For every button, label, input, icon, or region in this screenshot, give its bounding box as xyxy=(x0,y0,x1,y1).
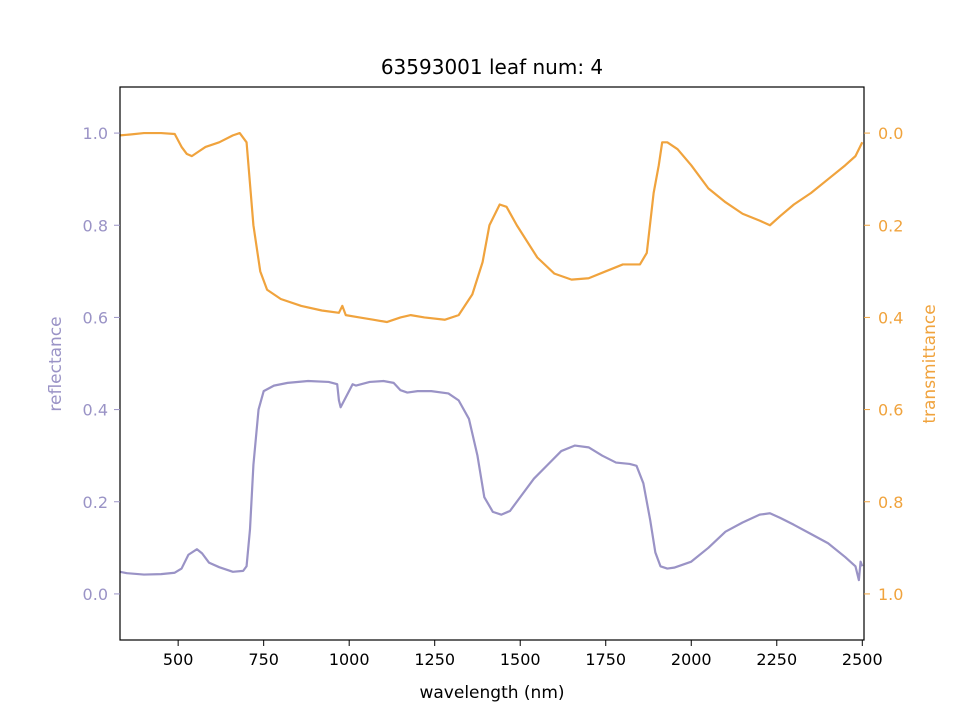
x-tick-label: 1750 xyxy=(585,650,626,669)
left-y-tick-label: 0.6 xyxy=(83,308,108,327)
transmittance-series-line xyxy=(119,131,864,324)
x-tick-label: 1250 xyxy=(414,650,455,669)
x-axis: 500 750 1000 1250 1500 1750 2000 2250 2500 xyxy=(163,640,883,669)
right-y-axis: 0.0 0.2 0.4 0.6 0.8 1.0 xyxy=(864,124,903,604)
reflectance-series-line xyxy=(119,379,864,582)
x-tick-label: 2500 xyxy=(842,650,883,669)
right-y-axis-label: transmittance xyxy=(920,304,940,423)
right-y-tick-label: 0.4 xyxy=(878,308,903,327)
right-y-tick-label: 0.2 xyxy=(878,216,903,235)
chart-title: 63593001 leaf num: 4 xyxy=(381,55,603,79)
plot-area xyxy=(119,131,864,582)
x-tick-label: 2000 xyxy=(671,650,712,669)
x-tick-label: 1500 xyxy=(500,650,541,669)
left-y-axis: 0.0 0.2 0.4 0.6 0.8 1.0 xyxy=(83,124,120,604)
right-y-tick-label: 0.6 xyxy=(878,401,903,420)
left-y-tick-label: 0.4 xyxy=(83,401,108,420)
right-y-tick-label: 1.0 xyxy=(878,585,903,604)
left-y-tick-label: 0.8 xyxy=(83,216,108,235)
x-tick-label: 1000 xyxy=(329,650,370,669)
x-tick-label: 500 xyxy=(163,650,194,669)
right-y-tick-label: 0.0 xyxy=(878,124,903,143)
left-y-tick-label: 1.0 xyxy=(83,124,108,143)
left-y-axis-label: reflectance xyxy=(46,316,66,411)
x-tick-label: 2250 xyxy=(756,650,797,669)
right-y-tick-label: 0.8 xyxy=(878,493,903,512)
left-y-tick-label: 0.2 xyxy=(83,493,108,512)
x-tick-label: 750 xyxy=(248,650,279,669)
x-axis-label: wavelength (nm) xyxy=(419,683,564,703)
left-y-tick-label: 0.0 xyxy=(83,585,108,604)
plot-frame xyxy=(119,86,865,641)
